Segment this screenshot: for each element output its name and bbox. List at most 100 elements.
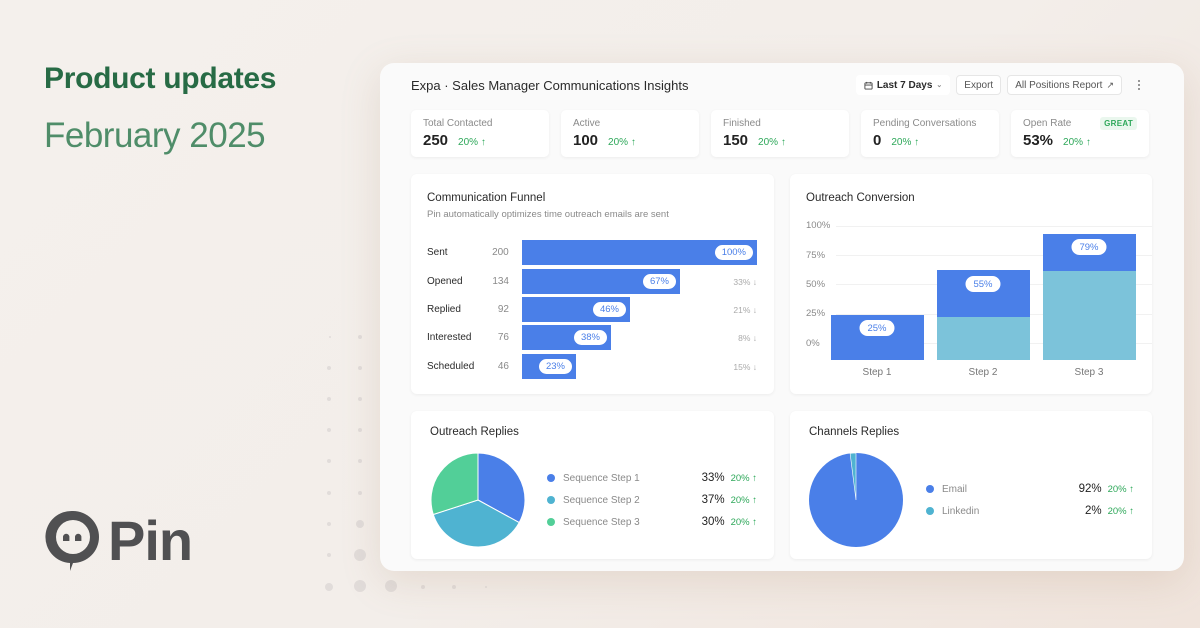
conversion-bar-step-2-base: [937, 317, 1030, 360]
funnel-label: Opened: [427, 276, 463, 287]
legend-name: Email: [942, 483, 968, 495]
funnel-row-replied: Replied 92 46% 21% ↓: [427, 297, 757, 322]
export-button[interactable]: Export: [956, 75, 1002, 95]
legend-item: Sequence Step 1 33% 20% ↑: [547, 472, 757, 484]
dashboard-title: Expa · Sales Manager Communications Insi…: [411, 78, 689, 93]
funnel-drop: 15% ↓: [733, 361, 757, 372]
legend-dot: [547, 496, 555, 504]
y-tick: 0%: [806, 338, 820, 349]
funnel-drop: 8% ↓: [738, 332, 757, 343]
funnel-count: 92: [497, 304, 509, 315]
more-options-icon[interactable]: [1132, 75, 1146, 95]
kpi-value: 250: [423, 132, 449, 149]
dashboard-panel: Expa · Sales Manager Communications Insi…: [380, 63, 1184, 571]
funnel-row-interested: Interested 76 38% 8% ↓: [427, 325, 757, 350]
y-tick: 25%: [806, 308, 826, 319]
report-label: All Positions Report: [1015, 79, 1103, 91]
status-badge: GREAT: [1100, 117, 1137, 130]
card-title: Communication Funnel: [427, 192, 546, 204]
channels-replies-card: Channels Replies Email 92% 20% ↑ Linkedi…: [790, 411, 1152, 559]
outreach-conversion-card: Outreach Conversion 100% 75% 50% 25% 0% …: [790, 174, 1152, 394]
calendar-icon: [864, 81, 873, 90]
legend-value: 33%: [701, 472, 725, 484]
channels-replies-legend: Email 92% 20% ↑ Linkedin 2% 20% ↑: [926, 483, 1134, 517]
funnel-drop: 21% ↓: [733, 304, 757, 315]
kpi-finished: Finished 150 20% ↑: [711, 110, 849, 157]
funnel-count: 134: [492, 276, 509, 287]
kpi-delta: 20% ↑: [458, 137, 486, 148]
toolbar: Last 7 Days ⌄ Export All Positions Repor…: [855, 75, 1146, 95]
funnel-count: 46: [497, 361, 509, 372]
conversion-label: 55%: [965, 276, 1001, 292]
date-range-label: Last 7 Days: [876, 79, 933, 91]
legend-dot: [926, 507, 934, 515]
kpi-label: Active: [573, 118, 601, 129]
legend-value: 37%: [701, 494, 725, 506]
funnel-bar: 23%: [522, 354, 576, 379]
funnel-label: Sent: [427, 247, 448, 258]
legend-name: Sequence Step 1: [563, 472, 640, 484]
legend-delta: 20% ↑: [1107, 505, 1134, 517]
legend-value: 2%: [1084, 505, 1102, 517]
funnel-drop: 33% ↓: [733, 276, 757, 287]
funnel-pct: 67%: [642, 274, 676, 289]
kpi-row: Total Contacted 250 20% ↑ Active 100 20% ↑…: [411, 110, 1149, 157]
external-link-icon: ↗: [1106, 79, 1114, 90]
funnel-pct: 23%: [538, 359, 572, 374]
conversion-bar-step-3-base: [1043, 271, 1136, 360]
kpi-delta: 20% ↑: [891, 137, 920, 148]
kpi-delta: 20% ↑: [608, 137, 636, 148]
legend-delta: 20% ↑: [1107, 483, 1134, 495]
kpi-label: Total Contacted: [423, 118, 493, 129]
kpi-open-rate: Open Rate GREAT 53% 20% ↑: [1011, 110, 1149, 157]
pin-logo-icon: [45, 510, 99, 571]
funnel-row-opened: Opened 134 67% 33% ↓: [427, 269, 757, 294]
card-title: Channels Replies: [809, 426, 900, 438]
all-positions-report-button[interactable]: All Positions Report ↗: [1007, 75, 1122, 95]
funnel-count: 76: [497, 332, 509, 343]
y-tick: 50%: [806, 279, 826, 290]
legend-item: Sequence Step 3 30% 20% ↑: [547, 516, 757, 528]
legend-item: Linkedin 2% 20% ↑: [926, 505, 1134, 517]
kpi-total-contacted: Total Contacted 250 20% ↑: [411, 110, 549, 157]
legend-dot: [547, 474, 555, 482]
x-label: Step 3: [1074, 367, 1104, 378]
outreach-replies-pie: [430, 452, 526, 548]
date-range-dropdown[interactable]: Last 7 Days ⌄: [855, 75, 951, 95]
funnel-bar: 38%: [522, 325, 611, 350]
y-tick: 100%: [806, 220, 831, 231]
funnel-count: 200: [492, 247, 509, 258]
hero-title: Product updates: [44, 62, 277, 95]
kpi-label: Pending Conversations: [873, 118, 977, 129]
conversion-label: 79%: [1071, 239, 1107, 255]
legend-item: Sequence Step 2 37% 20% ↑: [547, 494, 757, 506]
kpi-label: Finished: [723, 118, 761, 129]
kpi-value: 100: [573, 132, 599, 149]
funnel-row-scheduled: Scheduled 46 23% 15% ↓: [427, 354, 757, 379]
communication-funnel-card: Communication Funnel Pin automatically o…: [411, 174, 774, 394]
funnel-pct: 46%: [592, 302, 626, 317]
funnel-bar: 100%: [521, 240, 758, 265]
grid-line: [836, 226, 1152, 227]
legend-delta: 20% ↑: [730, 472, 757, 484]
conversion-label: 25%: [859, 320, 895, 336]
legend-value: 92%: [1078, 483, 1102, 495]
legend-value: 30%: [701, 516, 725, 528]
funnel-pct: 38%: [573, 330, 607, 345]
kpi-pending-conversations: Pending Conversations 0 20% ↑: [861, 110, 999, 157]
legend-name: Sequence Step 3: [563, 516, 640, 528]
funnel-row-sent: Sent 200 100%: [427, 240, 758, 265]
outreach-replies-legend: Sequence Step 1 33% 20% ↑ Sequence Step …: [547, 472, 757, 528]
legend-delta: 20% ↑: [730, 516, 757, 528]
kpi-active: Active 100 20% ↑: [561, 110, 699, 157]
kpi-value: 53%: [1023, 132, 1054, 149]
funnel-bar: 46%: [522, 297, 630, 322]
y-tick: 75%: [806, 250, 826, 261]
legend-dot: [547, 518, 555, 526]
pin-logo: Pin: [44, 508, 193, 574]
legend-name: Sequence Step 2: [563, 494, 640, 506]
card-title: Outreach Conversion: [806, 192, 915, 204]
card-title: Outreach Replies: [430, 426, 519, 438]
funnel-label: Replied: [427, 304, 461, 315]
x-label: Step 2: [968, 367, 998, 378]
